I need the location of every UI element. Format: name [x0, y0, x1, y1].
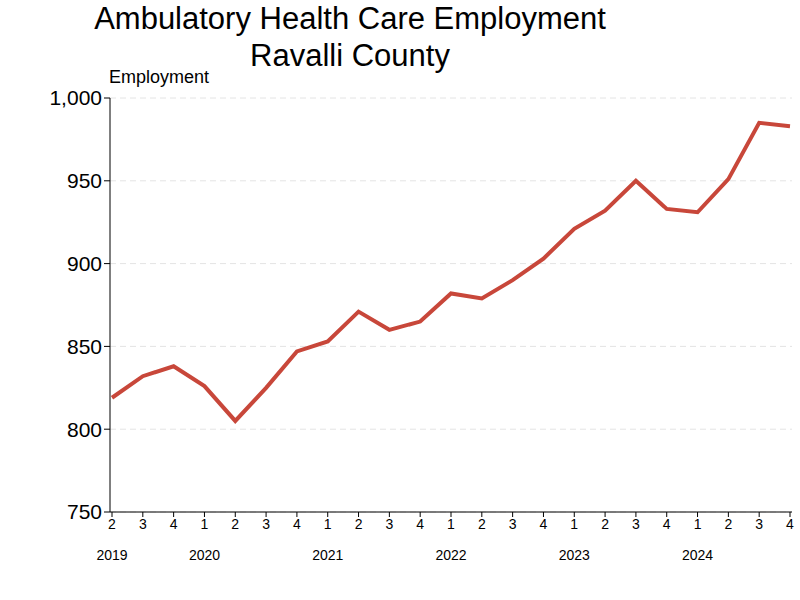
svg-text:900: 900 [67, 252, 102, 275]
svg-text:750: 750 [67, 500, 102, 523]
svg-text:3: 3 [385, 516, 393, 532]
svg-text:950: 950 [67, 169, 102, 192]
svg-text:4: 4 [540, 516, 548, 532]
svg-text:4: 4 [416, 516, 424, 532]
svg-text:4: 4 [170, 516, 178, 532]
svg-text:3: 3 [755, 516, 763, 532]
svg-text:2: 2 [478, 516, 486, 532]
svg-text:3: 3 [139, 516, 147, 532]
svg-text:2020: 2020 [189, 547, 220, 563]
svg-text:1: 1 [570, 516, 578, 532]
svg-text:2: 2 [724, 516, 732, 532]
html-text:Ravalli County: Ravalli County [250, 38, 450, 73]
svg-text:2024: 2024 [682, 547, 713, 563]
svg-text:1: 1 [447, 516, 455, 532]
svg-text:2: 2 [355, 516, 363, 532]
svg-text:800: 800 [67, 418, 102, 441]
svg-text:3: 3 [262, 516, 270, 532]
svg-text:2: 2 [231, 516, 239, 532]
svg-text:3: 3 [632, 516, 640, 532]
svg-text:4: 4 [293, 516, 301, 532]
svg-text:4: 4 [663, 516, 671, 532]
svg-text:1: 1 [324, 516, 332, 532]
svg-text:1,000: 1,000 [49, 86, 102, 109]
html-text:Ambulatory Health Care Employm: Ambulatory Health Care Employment [94, 1, 606, 36]
svg-text:2021: 2021 [312, 547, 343, 563]
svg-text:1: 1 [201, 516, 209, 532]
svg-text:2019: 2019 [96, 547, 127, 563]
svg-text:2022: 2022 [435, 547, 466, 563]
svg-text:4: 4 [786, 516, 792, 532]
svg-text:3: 3 [509, 516, 517, 532]
svg-text:2: 2 [108, 516, 116, 532]
svg-text:2: 2 [601, 516, 609, 532]
html-text:Employment: Employment [109, 67, 209, 87]
svg-text:1: 1 [694, 516, 702, 532]
svg-text:2023: 2023 [559, 547, 590, 563]
svg-text:850: 850 [67, 335, 102, 358]
